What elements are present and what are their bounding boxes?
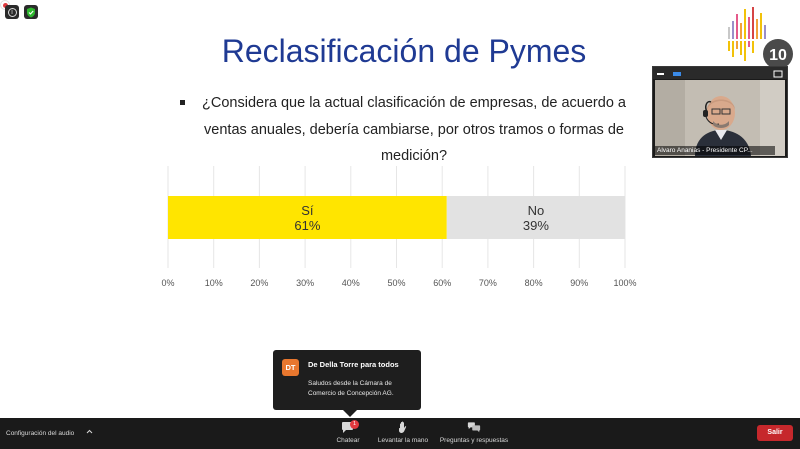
raise-hand-button[interactable]: Levantar la mano bbox=[373, 420, 433, 448]
leave-button[interactable]: Salir bbox=[757, 425, 793, 441]
x-tick-label: 10% bbox=[205, 278, 223, 288]
video-tile-header bbox=[653, 67, 787, 79]
bar-value-label: 39% bbox=[523, 218, 549, 233]
raise-hand-label: Levantar la mano bbox=[377, 437, 429, 444]
participant-name: Alvaro Ananias - Presidente CP... bbox=[655, 146, 775, 155]
chat-sender: De Della Torre para todos bbox=[308, 360, 399, 369]
video-tile[interactable]: Alvaro Ananias - Presidente CP... bbox=[652, 66, 788, 158]
bar-category-label: Sí bbox=[301, 203, 314, 218]
slide-question: ¿Considera que la actual clasificación d… bbox=[202, 95, 626, 164]
logo-number: 10 bbox=[769, 47, 787, 64]
x-tick-label: 90% bbox=[570, 278, 588, 288]
shield-icon[interactable] bbox=[24, 5, 38, 19]
chat-label: Chatear bbox=[336, 437, 360, 444]
chat-notification-popup[interactable]: DT De Della Torre para todos Saludos des… bbox=[273, 350, 421, 417]
bullet-marker bbox=[180, 100, 185, 105]
x-tick-label: 80% bbox=[525, 278, 543, 288]
qa-label: Preguntas y respuestas bbox=[439, 437, 509, 444]
x-tick-label: 40% bbox=[342, 278, 360, 288]
slide-title: Reclasificación de Pymes bbox=[221, 33, 587, 69]
x-tick-label: 50% bbox=[387, 278, 405, 288]
qa-icon bbox=[467, 421, 481, 434]
bar-no bbox=[446, 196, 625, 239]
layout-icon bbox=[773, 70, 783, 78]
bar-yes bbox=[168, 196, 447, 239]
avatar: DT bbox=[282, 359, 299, 376]
bar-category-label: No bbox=[528, 203, 545, 218]
event-logo: 10 bbox=[728, 7, 793, 69]
video-icon bbox=[673, 72, 681, 76]
raise-hand-icon bbox=[396, 421, 410, 434]
bar-value-label: 61% bbox=[294, 218, 320, 233]
qa-button[interactable]: Preguntas y respuestas bbox=[436, 420, 512, 448]
x-tick-label: 30% bbox=[296, 278, 314, 288]
minimize-icon bbox=[657, 73, 664, 75]
chat-message: Saludos desde la Cámara de Comercio de C… bbox=[308, 380, 394, 397]
audio-settings-button[interactable]: Configuración del audio bbox=[6, 430, 75, 437]
meeting-toolbar: Configuración del audio 1 Chatear Levant… bbox=[0, 418, 800, 449]
x-tick-label: 70% bbox=[479, 278, 497, 288]
participant-video bbox=[655, 80, 785, 156]
info-icon[interactable]: i bbox=[5, 5, 19, 19]
x-tick-label: 0% bbox=[161, 278, 174, 288]
x-tick-label: 60% bbox=[433, 278, 451, 288]
chat-unread-badge: 1 bbox=[350, 420, 359, 429]
x-tick-label: 100% bbox=[613, 278, 636, 288]
chevron-up-icon[interactable] bbox=[86, 428, 93, 437]
x-tick-label: 20% bbox=[250, 278, 268, 288]
chat-button[interactable]: 1 Chatear bbox=[328, 420, 368, 448]
